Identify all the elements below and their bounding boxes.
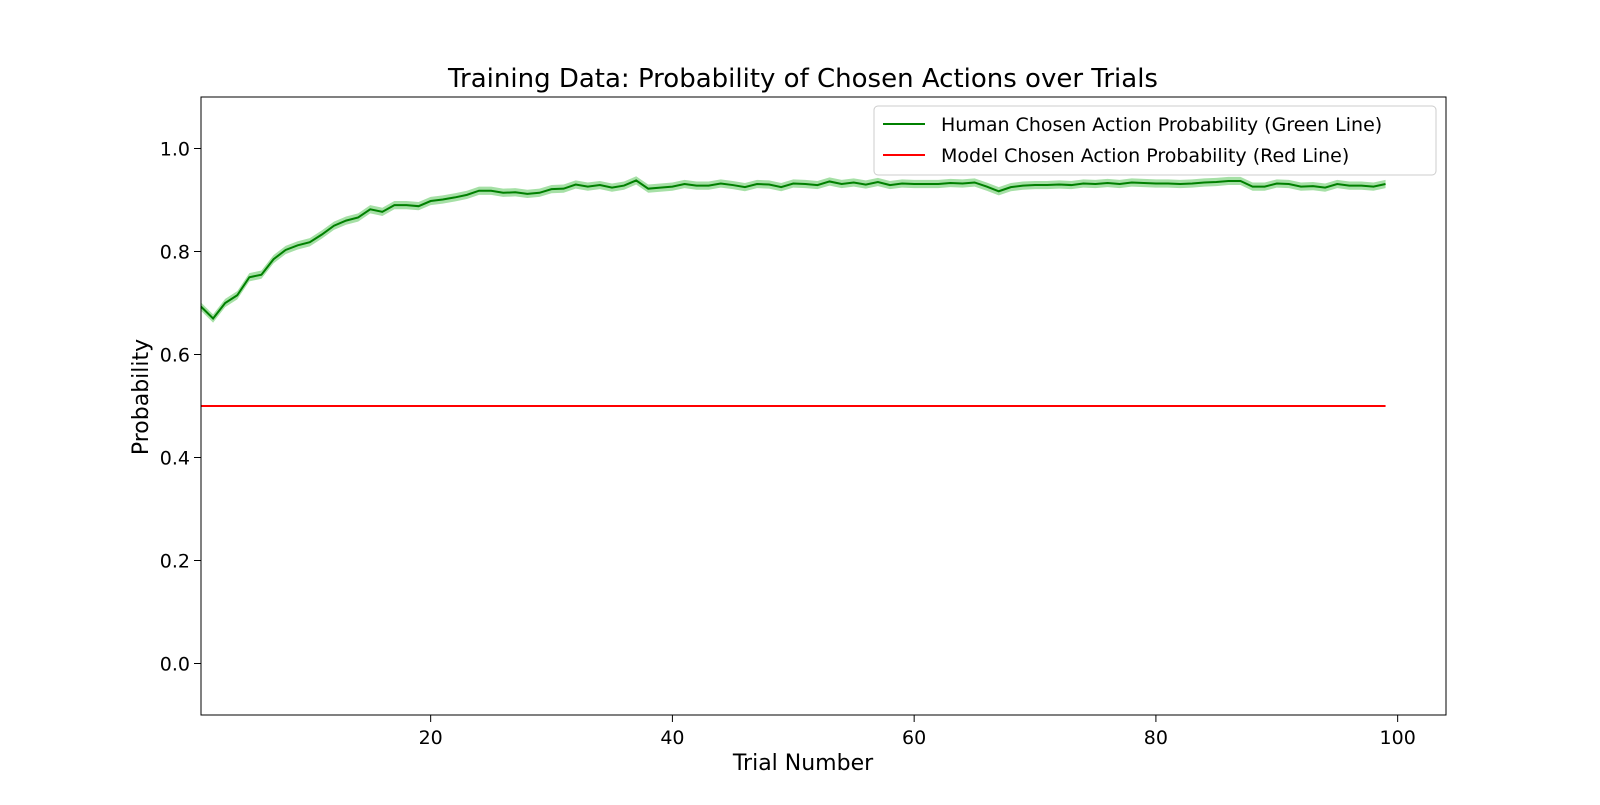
- x-tick-label: 20: [419, 727, 443, 749]
- x-axis-label: Trial Number: [732, 751, 874, 776]
- y-axis-label: Probability: [129, 339, 154, 455]
- y-tick-label: 0.6: [160, 345, 190, 367]
- x-tick-label: 80: [1144, 727, 1168, 749]
- plot-frame: [200, 96, 1447, 716]
- y-tick-label: 0.2: [160, 551, 190, 573]
- legend: Human Chosen Action Probability (Green L…: [873, 105, 1437, 176]
- legend-label-0: Human Chosen Action Probability (Green L…: [941, 114, 1382, 136]
- x-tick-label: 100: [1380, 727, 1416, 749]
- legend-box: [873, 105, 1437, 176]
- y-tick-label: 0.8: [160, 242, 190, 264]
- series-0-line: [200, 179, 1386, 320]
- chart-title: Training Data: Probability of Chosen Act…: [447, 64, 1158, 94]
- series-0-confidence-band: [201, 176, 1386, 323]
- legend-label-1: Model Chosen Action Probability (Red Lin…: [941, 145, 1349, 167]
- plot-area: [200, 96, 1447, 716]
- x-tick-label: 40: [660, 727, 684, 749]
- y-tick-label: 0.0: [160, 654, 190, 676]
- y-axis-ticks: 0.0 0.2 0.4 0.6 0.8 1.0: [160, 139, 201, 676]
- y-tick-label: 0.4: [160, 448, 190, 470]
- y-tick-label: 1.0: [160, 139, 190, 161]
- x-axis-ticks: 20 40 60 80 100: [419, 715, 1416, 749]
- x-tick-label: 60: [902, 727, 926, 749]
